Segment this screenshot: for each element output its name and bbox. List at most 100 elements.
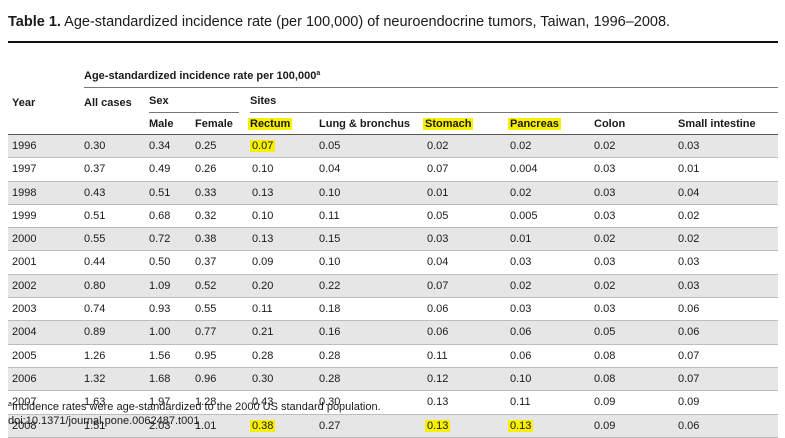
- table-cell: 0.06: [510, 349, 532, 362]
- table-cell: 0.02: [678, 209, 700, 222]
- table-row: 2005 1.26 1.56 0.95 0.28 0.28 0.11 0.06 0.08 0.07: [8, 345, 778, 368]
- table-cell: 0.13: [252, 233, 274, 246]
- table-cell: 1.09: [149, 279, 171, 292]
- table-cell: 0.51: [149, 186, 171, 199]
- header-all-cases: All cases: [84, 97, 132, 109]
- table-cell: 0.13: [252, 186, 274, 199]
- table-row: 1997 0.37 0.49 0.26 0.10 0.04 0.07 0.004 0.03 0.0…: [8, 158, 778, 182]
- table-cell: 0.11: [319, 209, 340, 222]
- table-cell: 0.21: [252, 326, 274, 339]
- table-cell: 1.28: [195, 396, 217, 409]
- header-lung-bronchus: Lung & bronchus: [319, 118, 411, 130]
- table-cell: 0.25: [195, 140, 217, 152]
- table-cell: 0.77: [195, 326, 217, 339]
- spanner-note-marker: a: [316, 70, 321, 77]
- table-row: 1996 0.30 0.34 0.25 0.07 0.05 0.02 0.02 0.02 0.03: [8, 135, 778, 159]
- table-cell: 0.02: [510, 279, 532, 292]
- table-cell: 0.06: [427, 326, 449, 339]
- footnote: aIncidence rates were age-standardized t…: [8, 401, 381, 413]
- table-row: 2001 0.44 0.50 0.37 0.09 0.10 0.04 0.03 0.03 0.03: [8, 251, 778, 275]
- table-cell: 0.38: [250, 419, 276, 432]
- table-cell: 0.27: [319, 419, 341, 432]
- table-cell: 0.96: [195, 372, 217, 385]
- table-cell: 0.03: [594, 186, 616, 199]
- spanner-rule: [84, 87, 778, 88]
- table-cell: 0.07: [427, 279, 449, 292]
- row-year: 2005: [12, 349, 37, 362]
- table-cell: 1.68: [149, 372, 171, 385]
- table-cell: 0.03: [594, 256, 616, 269]
- table-cell: 0.02: [594, 140, 616, 152]
- table-cell: 0.07: [427, 163, 449, 176]
- table-cell: 0.03: [510, 303, 532, 316]
- row-year: 1996: [12, 140, 37, 152]
- table-cell: 1.00: [149, 326, 171, 339]
- table-row: 1998 0.43 0.51 0.33 0.13 0.10 0.01 0.02 0.03 0.04: [8, 181, 778, 205]
- table-cell: 0.95: [195, 349, 217, 362]
- table-cell: 0.37: [195, 256, 217, 269]
- table-title: Table 1. Age-standardized incidence rate…: [8, 14, 778, 30]
- table-cell: 0.03: [678, 256, 700, 269]
- table-cell: 1.32: [84, 372, 106, 385]
- table-cell: 0.09: [594, 419, 616, 432]
- table-cell: 0.68: [149, 209, 171, 222]
- table-cell: 0.28: [252, 349, 274, 362]
- table-cell: 0.50: [149, 256, 171, 269]
- sex-rule: [149, 112, 239, 113]
- table-row: 2003 0.74 0.93 0.55 0.11 0.18 0.06 0.03 0.03 0.06: [8, 298, 778, 322]
- row-year: 2006: [12, 372, 37, 385]
- table-cell: 0.004: [510, 163, 538, 176]
- sites-rule: [250, 112, 778, 113]
- table-cell: 0.10: [319, 256, 341, 269]
- table-cell: 0.02: [678, 233, 700, 246]
- row-year: 1998: [12, 186, 37, 199]
- header-year: Year: [12, 97, 36, 109]
- table-row: 2002 0.80 1.09 0.52 0.20 0.22 0.07 0.02 0.02 0.03: [8, 274, 778, 299]
- table-cell: 0.02: [510, 140, 532, 152]
- table-cell: 0.07: [250, 140, 276, 152]
- table-cell: 0.44: [84, 256, 106, 269]
- table-cell: 0.43: [252, 396, 274, 409]
- table-cell: 0.10: [252, 163, 274, 176]
- table-cell: 0.12: [427, 372, 449, 385]
- table-label: Table 1.: [8, 14, 61, 30]
- row-year: 2007: [12, 396, 37, 409]
- row-year: 1999: [12, 209, 37, 222]
- table-cell: 0.72: [149, 233, 171, 246]
- table-cell: 0.08: [594, 349, 616, 362]
- table-cell: 0.04: [678, 186, 700, 199]
- table-cell: 0.05: [427, 209, 449, 222]
- table-cell: 1.97: [149, 396, 171, 409]
- table-cell: 0.13: [508, 419, 534, 432]
- table-cell: 0.49: [149, 163, 171, 176]
- table-cell: 0.13: [427, 396, 449, 409]
- table-cell: 0.20: [252, 279, 274, 292]
- row-year: 2002: [12, 279, 37, 292]
- table-cell: 0.10: [510, 372, 532, 385]
- table-cell: 0.11: [427, 349, 448, 362]
- row-year: 2000: [12, 233, 37, 246]
- table-cell: 0.11: [510, 396, 531, 409]
- table-cell: 0.33: [195, 186, 217, 199]
- table-body: 1996 0.30 0.34 0.25 0.07 0.05 0.02 0.02 0.02 0.03…: [8, 135, 778, 438]
- table-cell: 0.02: [594, 279, 616, 292]
- top-rule: [8, 41, 778, 43]
- table-cell: 0.28: [319, 372, 341, 385]
- table-cell: 1.26: [84, 349, 106, 362]
- header-pancreas: Pancreas: [508, 118, 561, 130]
- table-cell: 0.02: [594, 233, 616, 246]
- table-row: 2007 1.63 1.97 1.28 0.43 0.30 0.13 0.11 0.09 0.09: [8, 391, 778, 415]
- table-cell: 0.03: [427, 233, 449, 246]
- table-cell: 0.08: [594, 372, 616, 385]
- table-cell: 0.55: [84, 233, 106, 246]
- table-cell: 1.56: [149, 349, 171, 362]
- header-rectum: Rectum: [248, 118, 293, 130]
- table-cell: 0.06: [427, 303, 449, 316]
- table-cell: 0.07: [678, 349, 700, 362]
- table-cell: 0.03: [594, 209, 616, 222]
- header-male: Male: [149, 118, 174, 130]
- footnote-marker: a: [8, 401, 12, 408]
- table-cell: 0.06: [510, 326, 532, 339]
- spanner-header: Age-standardized incidence rate per 100,…: [84, 70, 321, 82]
- table-cell: 0.26: [195, 163, 217, 176]
